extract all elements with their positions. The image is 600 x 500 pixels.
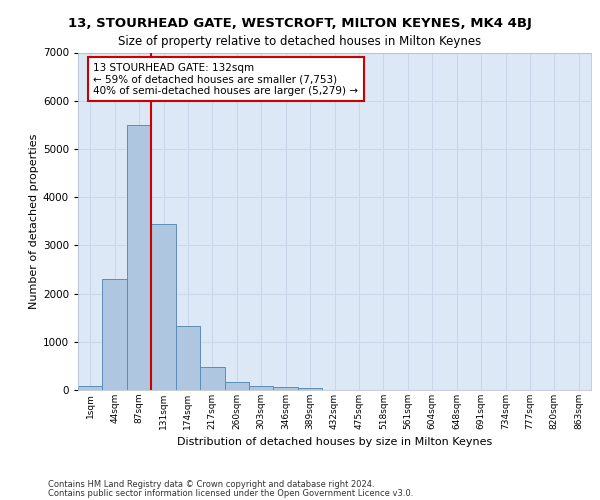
Text: Size of property relative to detached houses in Milton Keynes: Size of property relative to detached ho… [118, 35, 482, 48]
Bar [298, 388, 322, 390]
Bar [200, 367, 224, 390]
Bar [274, 387, 298, 390]
Bar [127, 125, 151, 390]
Text: 13, STOURHEAD GATE, WESTCROFT, MILTON KEYNES, MK4 4BJ: 13, STOURHEAD GATE, WESTCROFT, MILTON KE… [68, 18, 532, 30]
X-axis label: Distribution of detached houses by size in Milton Keynes: Distribution of detached houses by size … [177, 438, 492, 448]
Bar [103, 279, 127, 390]
Text: 13 STOURHEAD GATE: 132sqm
← 59% of detached houses are smaller (7,753)
40% of se: 13 STOURHEAD GATE: 132sqm ← 59% of detac… [94, 62, 358, 96]
Bar [176, 326, 200, 390]
Text: Contains public sector information licensed under the Open Government Licence v3: Contains public sector information licen… [48, 488, 413, 498]
Bar [151, 224, 176, 390]
Bar [224, 382, 249, 390]
Text: Contains HM Land Registry data © Crown copyright and database right 2024.: Contains HM Land Registry data © Crown c… [48, 480, 374, 489]
Bar [78, 386, 103, 390]
Bar [249, 386, 274, 390]
Y-axis label: Number of detached properties: Number of detached properties [29, 134, 38, 309]
